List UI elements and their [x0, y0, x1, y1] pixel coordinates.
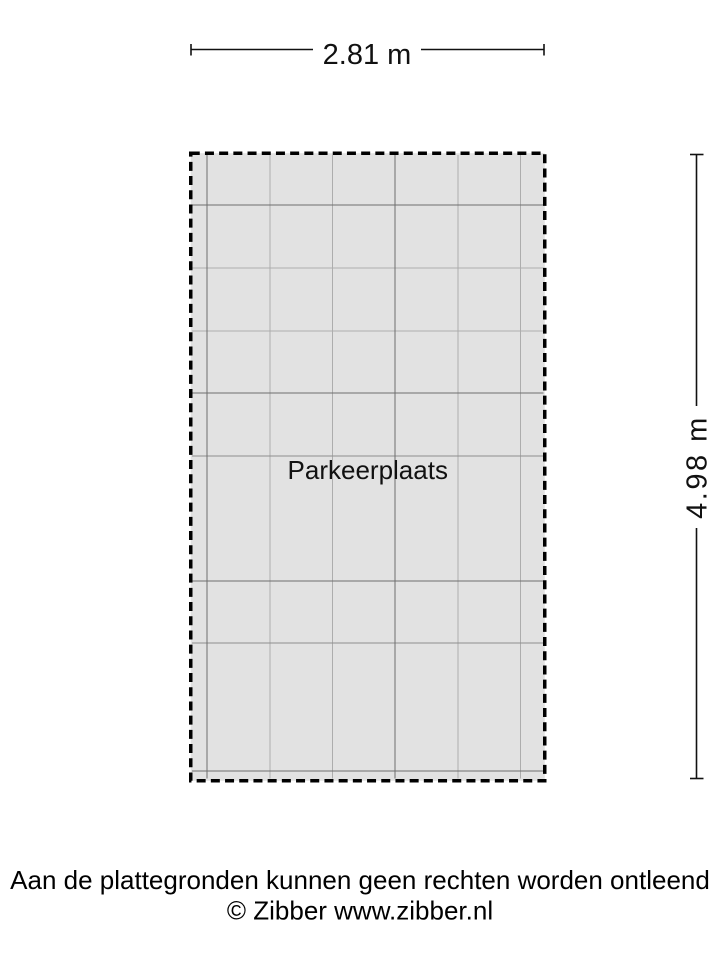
room-label: Parkeerplaats — [288, 455, 448, 485]
tile-grid-dark — [192, 155, 544, 779]
height-dimension-label: 4.98 m — [682, 415, 714, 519]
width-dimension-label: 2.81 m — [323, 39, 412, 71]
copyright-text: © Zibber www.zibber.nl — [227, 896, 493, 926]
tile-grid-medium — [192, 455, 544, 644]
width-dimension-line — [190, 44, 545, 56]
height-dimension-line — [690, 153, 704, 780]
disclaimer-text: Aan de plattegronden kunnen geen rechten… — [10, 865, 710, 895]
parking-area-floor — [190, 153, 545, 781]
parking-area-border — [189, 151, 547, 783]
tile-grid-light — [192, 155, 544, 779]
